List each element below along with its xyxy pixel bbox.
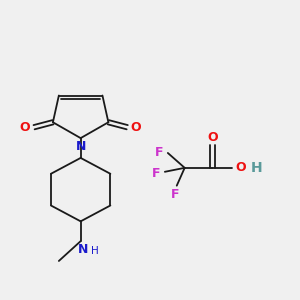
Text: N: N [76,140,86,152]
Text: H: H [91,246,98,256]
Text: H: H [251,161,263,175]
Text: O: O [131,121,141,134]
Text: O: O [236,161,247,174]
Text: F: F [170,188,179,201]
Text: F: F [152,167,160,180]
Text: N: N [77,243,88,256]
Text: O: O [20,121,31,134]
Text: O: O [207,130,218,144]
Text: F: F [155,146,163,160]
